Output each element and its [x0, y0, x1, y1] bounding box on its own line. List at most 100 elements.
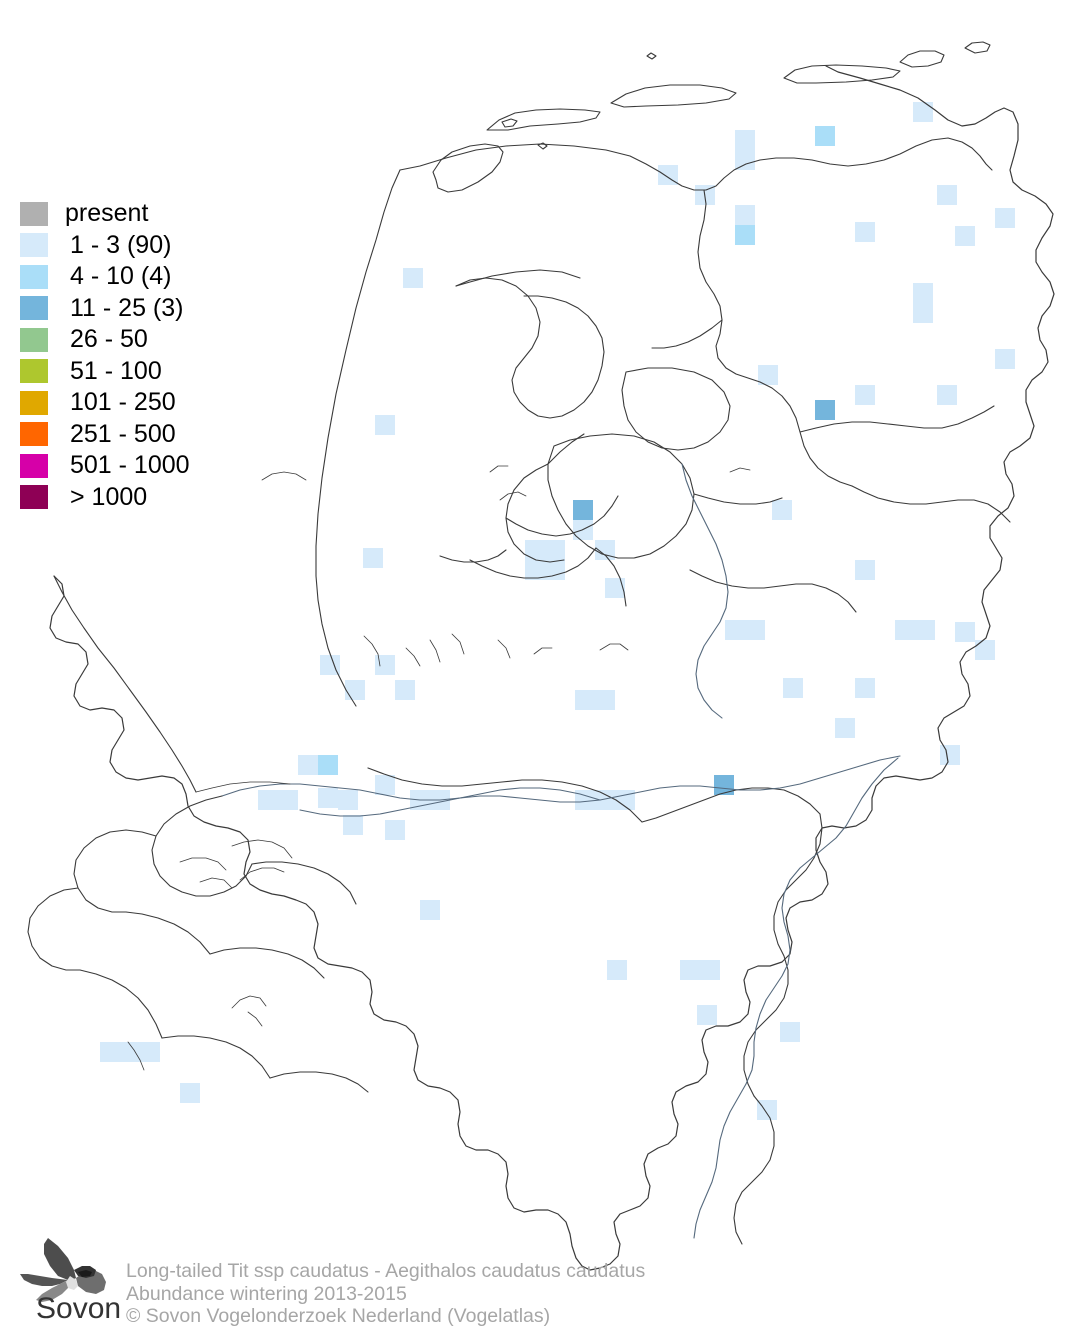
grid-cell — [180, 1083, 200, 1103]
grid-cell — [385, 820, 405, 840]
grid-cell — [318, 788, 338, 808]
grid-cell — [697, 1005, 717, 1025]
border-friesland-groningen — [697, 189, 853, 487]
grid-cell — [955, 226, 975, 246]
legend-item-4: 26 - 50 — [20, 324, 280, 356]
grid-cell — [735, 130, 755, 150]
footer-caption: Long-tailed Tit ssp caudatus - Aegithalo… — [126, 1260, 645, 1328]
grid-cell — [345, 680, 365, 700]
grid-cell — [772, 500, 792, 520]
north-holland-coast — [315, 169, 401, 707]
legend-item-7: 251 - 500 — [20, 419, 280, 451]
grid-cell — [100, 1042, 120, 1062]
grid-cell — [420, 900, 440, 920]
grid-cell — [140, 1042, 160, 1062]
legend-swatch-101-250 — [20, 390, 48, 415]
rivers — [221, 463, 901, 1239]
legend-swatch-4-10 — [20, 264, 48, 289]
houtribdijk — [547, 433, 585, 465]
grid-cell — [835, 718, 855, 738]
grid-cell — [995, 208, 1015, 228]
grid-cell — [758, 365, 778, 385]
sovon-logo: Sovon — [20, 1238, 121, 1324]
legend-label-501-1000: 501 - 1000 — [70, 451, 190, 480]
island-ameland — [783, 64, 901, 84]
island-schiermonnikoog — [899, 50, 945, 68]
border-noordholland-utrecht — [439, 549, 507, 563]
border-utrecht-gelderland-south — [595, 547, 627, 607]
island-griend — [501, 118, 518, 128]
grid-cell — [363, 548, 383, 568]
afsluitdijk — [455, 269, 581, 287]
grid-cell — [318, 755, 338, 775]
ijsselmeer-outline — [455, 277, 605, 419]
grid-cell — [595, 690, 615, 710]
border-noordbrabant-limburg — [743, 813, 823, 1097]
legend-swatch-501-1000 — [20, 453, 48, 478]
grid-cell — [895, 620, 915, 640]
grid-cell — [700, 960, 720, 980]
inner-detail — [127, 465, 751, 1071]
grid-cell — [615, 790, 635, 810]
zeeland-delta — [27, 575, 369, 1093]
grid-cell — [573, 500, 593, 520]
legend: present 1 - 3 (90) 4 - 10 (4) 11 - 25 (3… — [20, 198, 280, 513]
grid-cell — [745, 620, 765, 640]
grid-cell — [375, 775, 395, 795]
country-outline — [49, 65, 1055, 1271]
river-lek — [339, 787, 601, 801]
border-limburg-inner — [733, 1095, 775, 1245]
grid-cell — [343, 815, 363, 835]
legend-swatch-11-25 — [20, 296, 48, 321]
grid-cell — [975, 640, 995, 660]
grid-cell — [735, 205, 755, 225]
grid-cell — [815, 126, 835, 146]
footer: Sovon Long-tailed Tit ssp caudatus - Aeg… — [0, 1228, 1074, 1340]
legend-label-1-3: 1 - 3 (90) — [70, 230, 172, 259]
legend-swatch-26-50 — [20, 327, 48, 352]
legend-item-1: 1 - 3 (90) — [20, 230, 280, 262]
grid-cell — [605, 578, 625, 598]
legend-label-11-25: 11 - 25 (3) — [70, 293, 184, 322]
markermeer-dijk — [505, 463, 565, 563]
legend-label-251-500: 251 - 500 — [70, 419, 176, 448]
legend-item-8: 501 - 1000 — [20, 450, 280, 482]
grid-cell — [913, 283, 933, 303]
legend-item-3: 11 - 25 (3) — [20, 293, 280, 325]
sovon-wordmark: Sovon — [36, 1292, 121, 1324]
island-rottumeroog — [964, 41, 991, 54]
legend-swatch-gt-1000 — [20, 485, 48, 510]
legend-item-9: > 1000 — [20, 482, 280, 514]
legend-label-26-50: 26 - 50 — [70, 325, 148, 354]
grid-cell — [780, 1022, 800, 1042]
grid-cell — [375, 415, 395, 435]
grid-cell — [995, 349, 1015, 369]
north-coast-groningen — [399, 137, 993, 191]
swallow-icon — [20, 1238, 106, 1302]
legend-label-101-250: 101 - 250 — [70, 388, 176, 417]
grid-cell — [298, 755, 318, 775]
abundance-grid-cells — [100, 102, 1015, 1120]
legend-item-0: present — [20, 198, 280, 230]
legend-label-present: present — [65, 199, 149, 228]
legend-item-6: 101 - 250 — [20, 387, 280, 419]
grid-cell — [525, 540, 545, 560]
grid-cell — [375, 655, 395, 675]
grid-cell — [575, 690, 595, 710]
grid-cell — [525, 560, 545, 580]
grid-cell — [320, 655, 340, 675]
grid-cell — [757, 1100, 777, 1120]
grid-cell — [855, 385, 875, 405]
grid-cell — [545, 540, 565, 560]
caption-species: Long-tailed Tit ssp caudatus - Aegithalo… — [126, 1260, 646, 1282]
legend-swatch-251-500 — [20, 422, 48, 447]
map-outlines — [27, 41, 1055, 1271]
border-utrecht-zuidholland — [469, 547, 597, 579]
border-gelderland-utrecht — [505, 495, 619, 537]
legend-swatch-present — [20, 201, 48, 226]
grid-cell — [937, 185, 957, 205]
grid-cell — [913, 102, 933, 122]
border-zuidholland-noordbrabant — [367, 767, 643, 823]
grid-cell — [940, 745, 960, 765]
